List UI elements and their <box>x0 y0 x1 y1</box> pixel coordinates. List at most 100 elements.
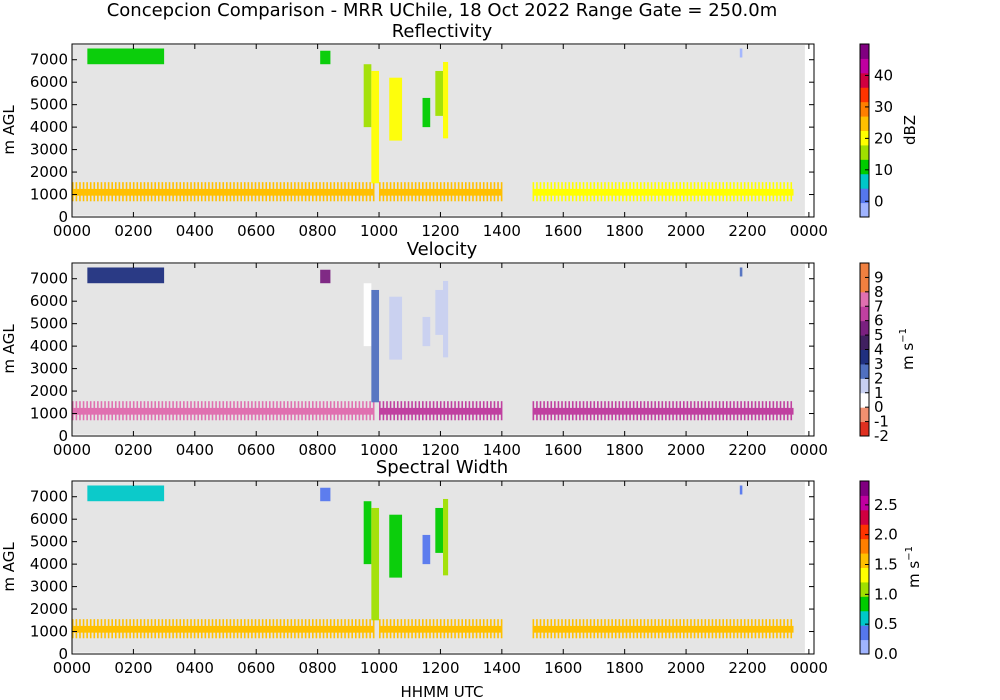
band-tuft <box>733 401 735 421</box>
band-tuft <box>465 182 467 202</box>
band-tuft <box>593 182 596 202</box>
x-tick-label: 1200 <box>421 659 459 677</box>
band-tuft <box>261 182 264 202</box>
colorbar-segment <box>860 263 869 278</box>
band-tuft <box>72 182 74 202</box>
band-tuft <box>111 401 114 421</box>
band-tuft <box>319 401 321 421</box>
colorbar-segment <box>860 335 869 350</box>
band-tuft <box>243 401 246 421</box>
band-tuft <box>754 619 757 639</box>
band-tuft <box>369 619 371 639</box>
x-tick-label: 0800 <box>299 222 337 240</box>
band-tuft <box>665 401 667 421</box>
y-tick-label: 5000 <box>30 315 68 333</box>
x-tick-label: 2200 <box>728 441 766 459</box>
band-tuft <box>251 619 253 639</box>
band-tuft <box>597 401 599 421</box>
y-tick-label: 7000 <box>30 51 68 69</box>
band-tuft <box>686 401 689 421</box>
band-tuft <box>168 182 171 202</box>
band-tuft <box>675 401 678 421</box>
band-tuft <box>322 182 325 202</box>
band-tuft <box>768 401 771 421</box>
band-tuft <box>418 401 421 421</box>
band-tuft <box>218 182 221 202</box>
band-tuft <box>222 182 225 202</box>
band-tuft <box>114 182 117 202</box>
band-tuft <box>668 401 671 421</box>
band-tuft <box>657 182 660 202</box>
band-tuft <box>776 401 778 421</box>
x-tick-label: 0000 <box>790 222 828 240</box>
band-tuft <box>532 619 535 639</box>
band-tuft <box>443 182 446 202</box>
band-tuft <box>532 182 535 202</box>
colorbar-segment <box>860 349 869 365</box>
band-tuft <box>215 401 217 421</box>
colorbar-segment <box>860 173 869 189</box>
band-tuft <box>740 182 742 202</box>
panel-spectral-width: Spectral Width m AGL 0 1000 2000 3000 4000 50… <box>0 457 923 677</box>
band-tuft <box>351 619 354 639</box>
echo-patch <box>389 514 403 578</box>
band-tuft <box>204 182 207 202</box>
band-tuft <box>118 619 121 639</box>
band-tuft <box>165 619 167 639</box>
band-tuft <box>722 619 725 639</box>
band-tuft <box>682 619 685 639</box>
band-tuft <box>72 401 74 421</box>
band-tuft <box>575 619 578 639</box>
band-tuft <box>715 182 717 202</box>
band-tuft <box>322 619 325 639</box>
echo-patch <box>320 269 331 284</box>
band-tuft <box>546 401 549 421</box>
band-tuft <box>272 401 275 421</box>
band-tuft <box>279 182 282 202</box>
band-tuft <box>561 182 563 202</box>
colorbar-segment <box>860 596 869 612</box>
band-tuft <box>304 401 307 421</box>
band-tuft <box>768 182 771 202</box>
band-tuft <box>290 182 293 202</box>
colorbar-segment <box>860 524 869 540</box>
band-tuft <box>258 401 260 421</box>
band-tuft <box>104 182 106 202</box>
band-tuft <box>554 182 556 202</box>
band-tuft <box>450 182 453 202</box>
band-tuft <box>743 619 746 639</box>
band-tuft <box>329 619 332 639</box>
band-tuft <box>497 182 499 202</box>
band-tuft <box>708 401 710 421</box>
band-tuft <box>439 401 442 421</box>
band-tuft <box>93 619 96 639</box>
echo-patch <box>363 283 372 347</box>
band-tuft <box>747 619 750 639</box>
band-tuft <box>254 619 257 639</box>
band-tuft <box>157 182 160 202</box>
colorbar-tick-label: 20 <box>874 129 893 147</box>
band-tuft <box>708 182 710 202</box>
band-tuft <box>337 182 339 202</box>
band-tuft <box>708 619 710 639</box>
band-tuft <box>215 182 217 202</box>
band-tuft <box>447 182 449 202</box>
band-tuft <box>700 401 703 421</box>
band-tuft <box>575 182 578 202</box>
band-tuft <box>111 619 114 639</box>
band-tuft <box>725 182 728 202</box>
band-tuft <box>718 182 721 202</box>
band-tuft <box>490 182 492 202</box>
band-tuft <box>765 401 767 421</box>
band-tuft <box>322 401 325 421</box>
band-tuft <box>79 619 81 639</box>
x-tick-label: 0000 <box>790 441 828 459</box>
band-tuft <box>643 401 646 421</box>
band-tuft <box>672 619 674 639</box>
band-tuft <box>568 619 570 639</box>
colorbar-segment <box>860 58 869 74</box>
band-tuft <box>697 182 699 202</box>
band-tuft <box>454 182 456 202</box>
echo-patch <box>371 70 380 184</box>
band-tuft <box>326 182 328 202</box>
